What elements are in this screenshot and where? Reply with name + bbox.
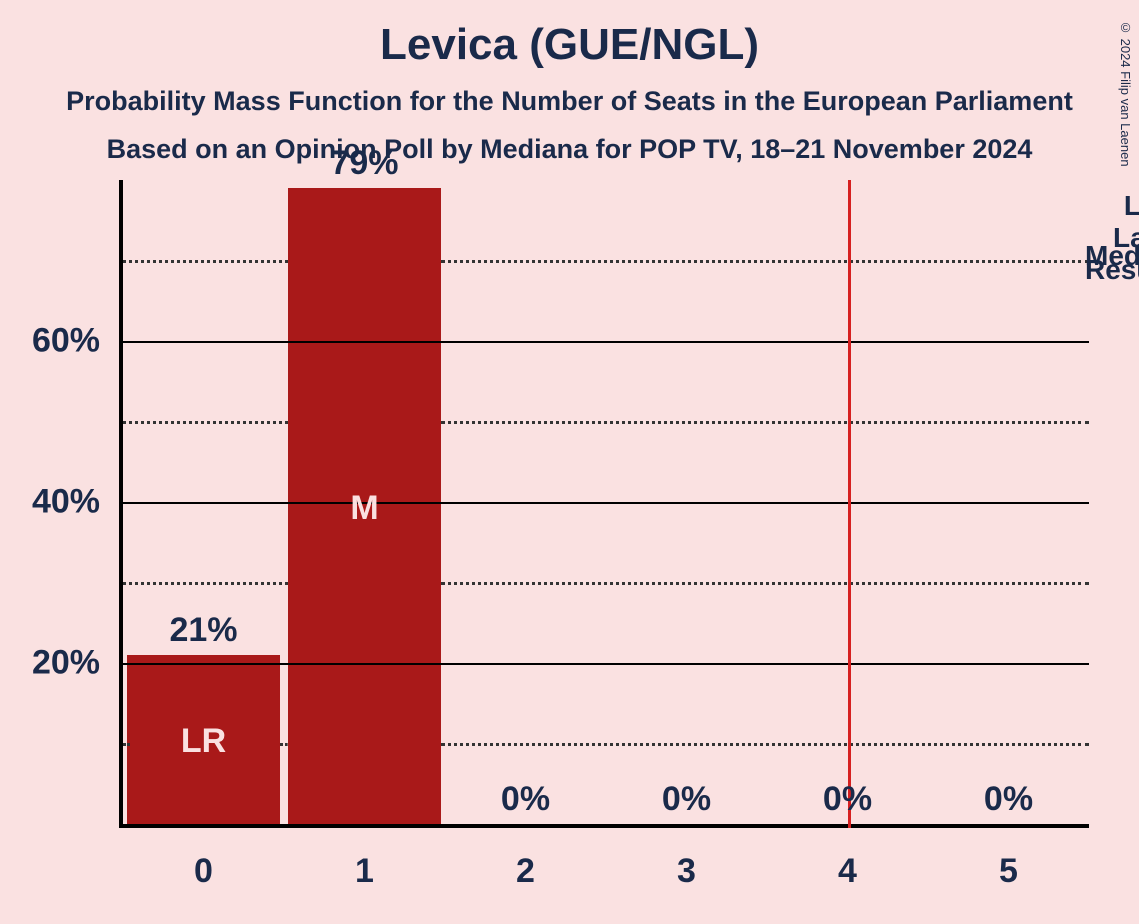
chart-subtitle-1: Probability Mass Function for the Number… (0, 86, 1139, 117)
gridline-minor (441, 743, 1089, 746)
y-tick-label: 60% (32, 322, 100, 361)
y-tick-label: 40% (32, 483, 100, 522)
chart-subtitle-2: Based on an Opinion Poll by Mediana for … (0, 134, 1139, 165)
gridline-minor (441, 421, 1089, 424)
x-tick-label: 3 (677, 852, 696, 891)
bar-value-label: 0% (984, 780, 1033, 819)
gridline-minor (441, 260, 1089, 263)
chart-container: © 2024 Filip van Laenen Levica (GUE/NGL)… (0, 0, 1139, 924)
bar-value-label: 21% (169, 611, 237, 650)
bar-inner-label: M (350, 489, 378, 528)
x-tick-label: 2 (516, 852, 535, 891)
chart-title: Levica (GUE/NGL) (0, 20, 1139, 70)
gridline-minor (280, 743, 288, 746)
x-tick-label: 0 (194, 852, 213, 891)
x-tick-label: 4 (838, 852, 857, 891)
gridline-major (119, 341, 1089, 343)
gridline-minor (123, 582, 288, 585)
x-axis (119, 824, 1089, 828)
bar-value-label: 79% (330, 144, 398, 183)
x-tick-label: 5 (999, 852, 1018, 891)
gridline-minor (123, 421, 288, 424)
bar-value-label: 0% (662, 780, 711, 819)
bar-value-label: 0% (823, 780, 872, 819)
reference-line (848, 180, 851, 828)
y-tick-label: 20% (32, 644, 100, 683)
gridline-minor (123, 260, 288, 263)
gridline-minor (123, 743, 127, 746)
gridline-major (119, 502, 1089, 504)
x-tick-label: 1 (355, 852, 374, 891)
bar-value-label: 0% (501, 780, 550, 819)
y-axis (119, 180, 123, 828)
plot-area (119, 180, 1089, 828)
legend-line: M: Median (1085, 208, 1139, 272)
bar-inner-label: LR (181, 722, 226, 761)
gridline-minor (441, 582, 1089, 585)
gridline-major (119, 663, 1089, 665)
